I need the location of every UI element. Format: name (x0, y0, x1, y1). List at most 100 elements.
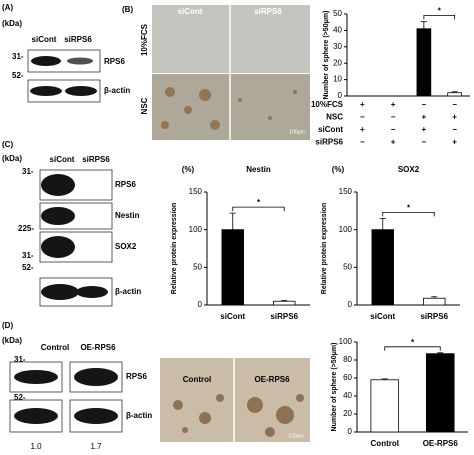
protein-label: RPS6 (126, 372, 147, 381)
y-tick-label: 20 (333, 58, 342, 67)
quantification: 1.7 (90, 442, 102, 451)
y-axis-label: Relative protein expression (321, 203, 328, 294)
y-tick-label: 40 (343, 391, 352, 400)
kda-label: (kDa) (2, 19, 22, 28)
y-tick-label: 0 (198, 300, 203, 309)
significance-bracket (232, 206, 285, 212)
blot-band (74, 368, 118, 386)
y-tick-label: 50 (333, 9, 342, 18)
marker-label: 225- (18, 224, 34, 233)
condition-label: siRPS6 (315, 138, 343, 147)
marker-label: 52- (14, 393, 26, 402)
error-bar (431, 296, 438, 299)
condition-sign: + (360, 125, 365, 134)
significance-bracket (382, 211, 435, 217)
bar (447, 92, 462, 97)
condition-sign: + (422, 113, 427, 122)
protein-label: Nestin (115, 211, 140, 220)
x-tick-label: siRPS6 (420, 312, 448, 321)
blot-band (41, 284, 79, 300)
unit-label: (%) (182, 165, 195, 174)
marker-label: 31- (22, 251, 34, 260)
y-tick-label: 0 (348, 300, 353, 309)
x-tick-label: siCont (370, 312, 395, 321)
protein-label: β-actin (115, 287, 141, 296)
condition-label: NSC (326, 113, 343, 122)
condition-label: 10%FCS (311, 100, 344, 109)
micrograph (152, 74, 310, 140)
scale-bar-label: 100μm (288, 433, 303, 439)
significance-bracket (384, 346, 441, 351)
condition-sign: − (391, 113, 396, 122)
chart-title: Nestin (246, 165, 271, 174)
panel-letter: (B) (122, 5, 133, 14)
y-tick-label: 10 (333, 75, 342, 84)
y-tick-label: 50 (193, 262, 202, 271)
condition-sign: − (360, 113, 365, 122)
marker-label: 31- (22, 167, 34, 176)
marker-label: 52- (12, 71, 24, 80)
lane-label: OE-RPS6 (80, 343, 116, 352)
bar (425, 353, 455, 433)
y-tick-label: 100 (339, 337, 353, 346)
blot-band (14, 408, 58, 424)
y-tick-label: 50 (343, 262, 352, 271)
condition-sign: − (391, 125, 396, 134)
y-tick-label: 20 (343, 409, 352, 418)
quantification: 1.0 (30, 442, 42, 451)
y-tick-label: 30 (333, 42, 342, 51)
panel-letter: (C) (2, 140, 13, 149)
protein-label: RPS6 (115, 180, 136, 189)
blot-band (65, 86, 97, 96)
significance-label: * (257, 198, 261, 207)
protein-label: SOX2 (115, 242, 137, 251)
condition-label: siCont (318, 125, 343, 134)
marker-label: 52- (22, 263, 34, 272)
blot-band (14, 370, 58, 384)
image-label: Control (183, 375, 211, 384)
significance-label: * (438, 6, 442, 15)
lane-label: siRPS6 (82, 155, 110, 164)
unit-label: (%) (332, 165, 345, 174)
y-tick-label: 80 (343, 355, 352, 364)
y-tick-label: 150 (189, 187, 203, 196)
y-axis-label: Relative protein expression (171, 203, 178, 294)
y-tick-label: 40 (333, 26, 342, 35)
condition-sign: + (391, 100, 396, 109)
significance-label: * (411, 338, 415, 347)
y-axis-label: Number of sphere (>50μm) (323, 11, 330, 100)
kda-label: (kDa) (2, 154, 22, 163)
y-tick-label: 150 (339, 187, 353, 196)
blot (27, 79, 101, 103)
bar (370, 379, 400, 433)
error-bar (437, 352, 444, 354)
lane-label: Control (41, 343, 69, 352)
x-tick-label: siRPS6 (270, 312, 298, 321)
protein-label: β-actin (126, 411, 152, 420)
blot (27, 49, 101, 73)
blot-band (76, 286, 108, 298)
significance-label: * (407, 203, 411, 212)
y-axis-label: Number of sphere (>50μm) (331, 343, 338, 432)
image-label: OE-RPS6 (254, 375, 290, 384)
kda-label: (kDa) (2, 336, 22, 345)
condition-sign: + (452, 138, 457, 147)
condition-sign: + (360, 100, 365, 109)
blot-band (31, 56, 61, 66)
condition-sign: + (452, 113, 457, 122)
protein-label: RPS6 (104, 57, 125, 66)
image-label: siRPS6 (254, 7, 282, 16)
image-label: siCont (178, 7, 203, 16)
scale-bar-label: 100μm (289, 129, 304, 135)
panel-letter: (A) (2, 3, 13, 12)
marker-label: 31- (14, 355, 26, 364)
x-tick-label: siCont (220, 312, 245, 321)
blot-band (41, 174, 75, 196)
condition-sign: − (422, 100, 427, 109)
chart-title: SOX2 (398, 165, 420, 174)
condition-sign: − (452, 125, 457, 134)
spheres (173, 394, 304, 437)
lane-label: siCont (50, 155, 75, 164)
bar (221, 229, 244, 306)
